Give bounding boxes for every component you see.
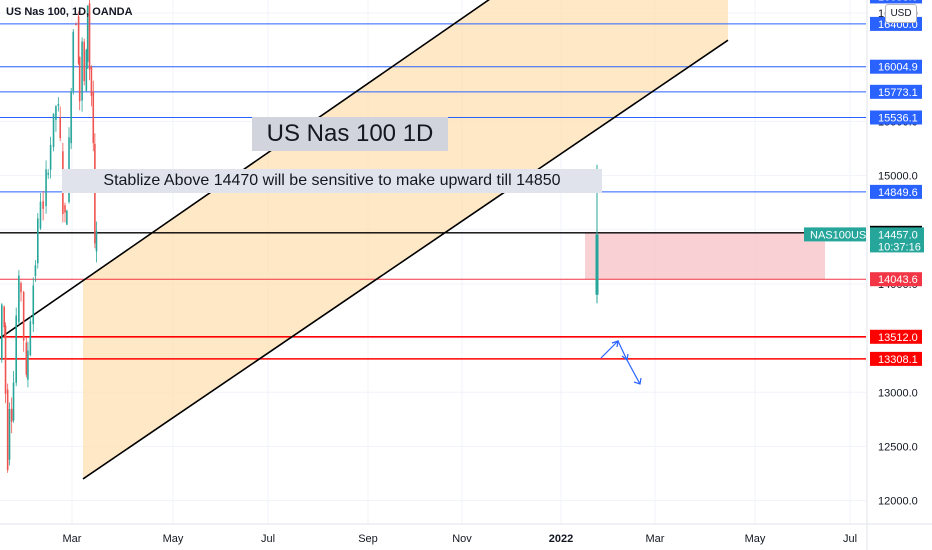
x-tick-label: Mar xyxy=(646,533,665,545)
candle-body xyxy=(47,172,50,175)
arrow-head xyxy=(611,340,619,348)
candle-body xyxy=(85,49,88,91)
level-tag xyxy=(870,59,922,74)
level-tag-label: 16004.9 xyxy=(878,62,918,74)
symbol-tag xyxy=(804,227,866,242)
candle-body xyxy=(59,117,62,138)
candle-body xyxy=(4,325,7,394)
candle-body xyxy=(70,91,72,144)
candle-body xyxy=(45,169,47,207)
candle-body xyxy=(77,16,80,64)
y-tick-label: 15000.0 xyxy=(878,171,918,183)
level-tag-label: 14043.6 xyxy=(878,274,918,286)
level-tag-label: 16653.6 xyxy=(878,0,918,3)
candle-body xyxy=(94,143,96,244)
candle-body xyxy=(66,210,68,225)
arrow-head xyxy=(633,377,642,385)
candle-body xyxy=(90,66,93,96)
candle-body xyxy=(78,56,81,102)
x-tick-label: Mar xyxy=(63,533,82,545)
candle-body xyxy=(10,408,13,422)
candle-body xyxy=(72,31,75,92)
x-tick-label: Nov xyxy=(452,533,472,545)
y-tick-label: 13000.0 xyxy=(878,387,918,399)
candle-body xyxy=(8,409,11,460)
candle-body xyxy=(1,304,3,360)
candle-body xyxy=(27,350,29,380)
level-tag xyxy=(870,110,922,125)
candle-body xyxy=(39,201,42,229)
countdown-label: 10:37:16 xyxy=(878,241,921,253)
candle-body xyxy=(42,201,44,209)
symbol-tag-label: NAS100USD xyxy=(810,229,874,241)
currency-button[interactable]: USD xyxy=(885,4,917,23)
current-price-tag xyxy=(870,227,924,253)
candle-body xyxy=(52,113,55,148)
candle-body xyxy=(20,283,22,293)
channel-lower-line xyxy=(82,39,729,480)
forecast-arrows xyxy=(600,339,642,385)
candle-body xyxy=(25,342,28,375)
candle-body xyxy=(88,3,91,70)
x-tick-label: Jul xyxy=(843,533,857,545)
candle-body xyxy=(95,230,98,252)
candle-body xyxy=(75,24,77,26)
level-tag xyxy=(870,329,922,344)
level-tag-label: 15773.1 xyxy=(878,87,918,99)
level-tag xyxy=(870,351,922,366)
candle-body xyxy=(22,291,25,341)
candle-body xyxy=(55,106,57,120)
x-tick-label: Jul xyxy=(261,533,275,545)
level-tag xyxy=(870,184,922,199)
candle-body xyxy=(49,144,52,170)
candle-body xyxy=(57,104,60,106)
candle-body xyxy=(34,265,37,277)
level-tag xyxy=(870,0,922,4)
x-tick-label: May xyxy=(745,533,766,545)
arrow-head xyxy=(621,353,629,362)
candle-body xyxy=(18,275,20,323)
candle-body xyxy=(81,41,83,101)
level-tag-label: 13308.1 xyxy=(878,354,918,366)
candle-body xyxy=(64,205,66,213)
channel-upper-line xyxy=(0,0,490,339)
candle-body xyxy=(12,382,15,421)
level-tag xyxy=(870,272,922,287)
level-tag xyxy=(870,84,922,99)
forecast-arrow xyxy=(626,359,641,385)
candle-body xyxy=(83,41,86,82)
y-tick-label: 12000.0 xyxy=(878,496,918,508)
x-tick-label: Sep xyxy=(358,533,378,545)
candle-body xyxy=(3,306,6,328)
annotation-title: US Nas 100 1D xyxy=(252,117,448,151)
x-axis-ticks: Mar May Jul Sep Nov 2022 Mar May Jul xyxy=(63,533,858,545)
level-tag-label: 15536.1 xyxy=(878,112,918,124)
level-tag-label: 14849.6 xyxy=(878,187,918,199)
symbol-title: US Nas 100, 1D, OANDA xyxy=(6,6,133,18)
x-tick-label: May xyxy=(163,533,184,545)
y-tick-label: 12500.0 xyxy=(878,441,918,453)
candle-body xyxy=(6,389,9,471)
candle-body xyxy=(92,91,95,144)
candle-body xyxy=(37,218,39,264)
candle-body xyxy=(86,5,89,62)
candle-body xyxy=(32,285,35,325)
x-tick-label: 2022 xyxy=(549,533,573,545)
candle-body xyxy=(15,315,18,383)
candle-body xyxy=(595,234,599,295)
candle-body xyxy=(29,321,32,356)
candles xyxy=(1,0,599,473)
current-price-label: 14457.0 xyxy=(878,229,918,241)
forecast-zone xyxy=(585,233,825,280)
level-tag-label: 13512.0 xyxy=(878,332,918,344)
annotation-note: Stablize Above 14470 will be sensitive t… xyxy=(62,169,602,193)
